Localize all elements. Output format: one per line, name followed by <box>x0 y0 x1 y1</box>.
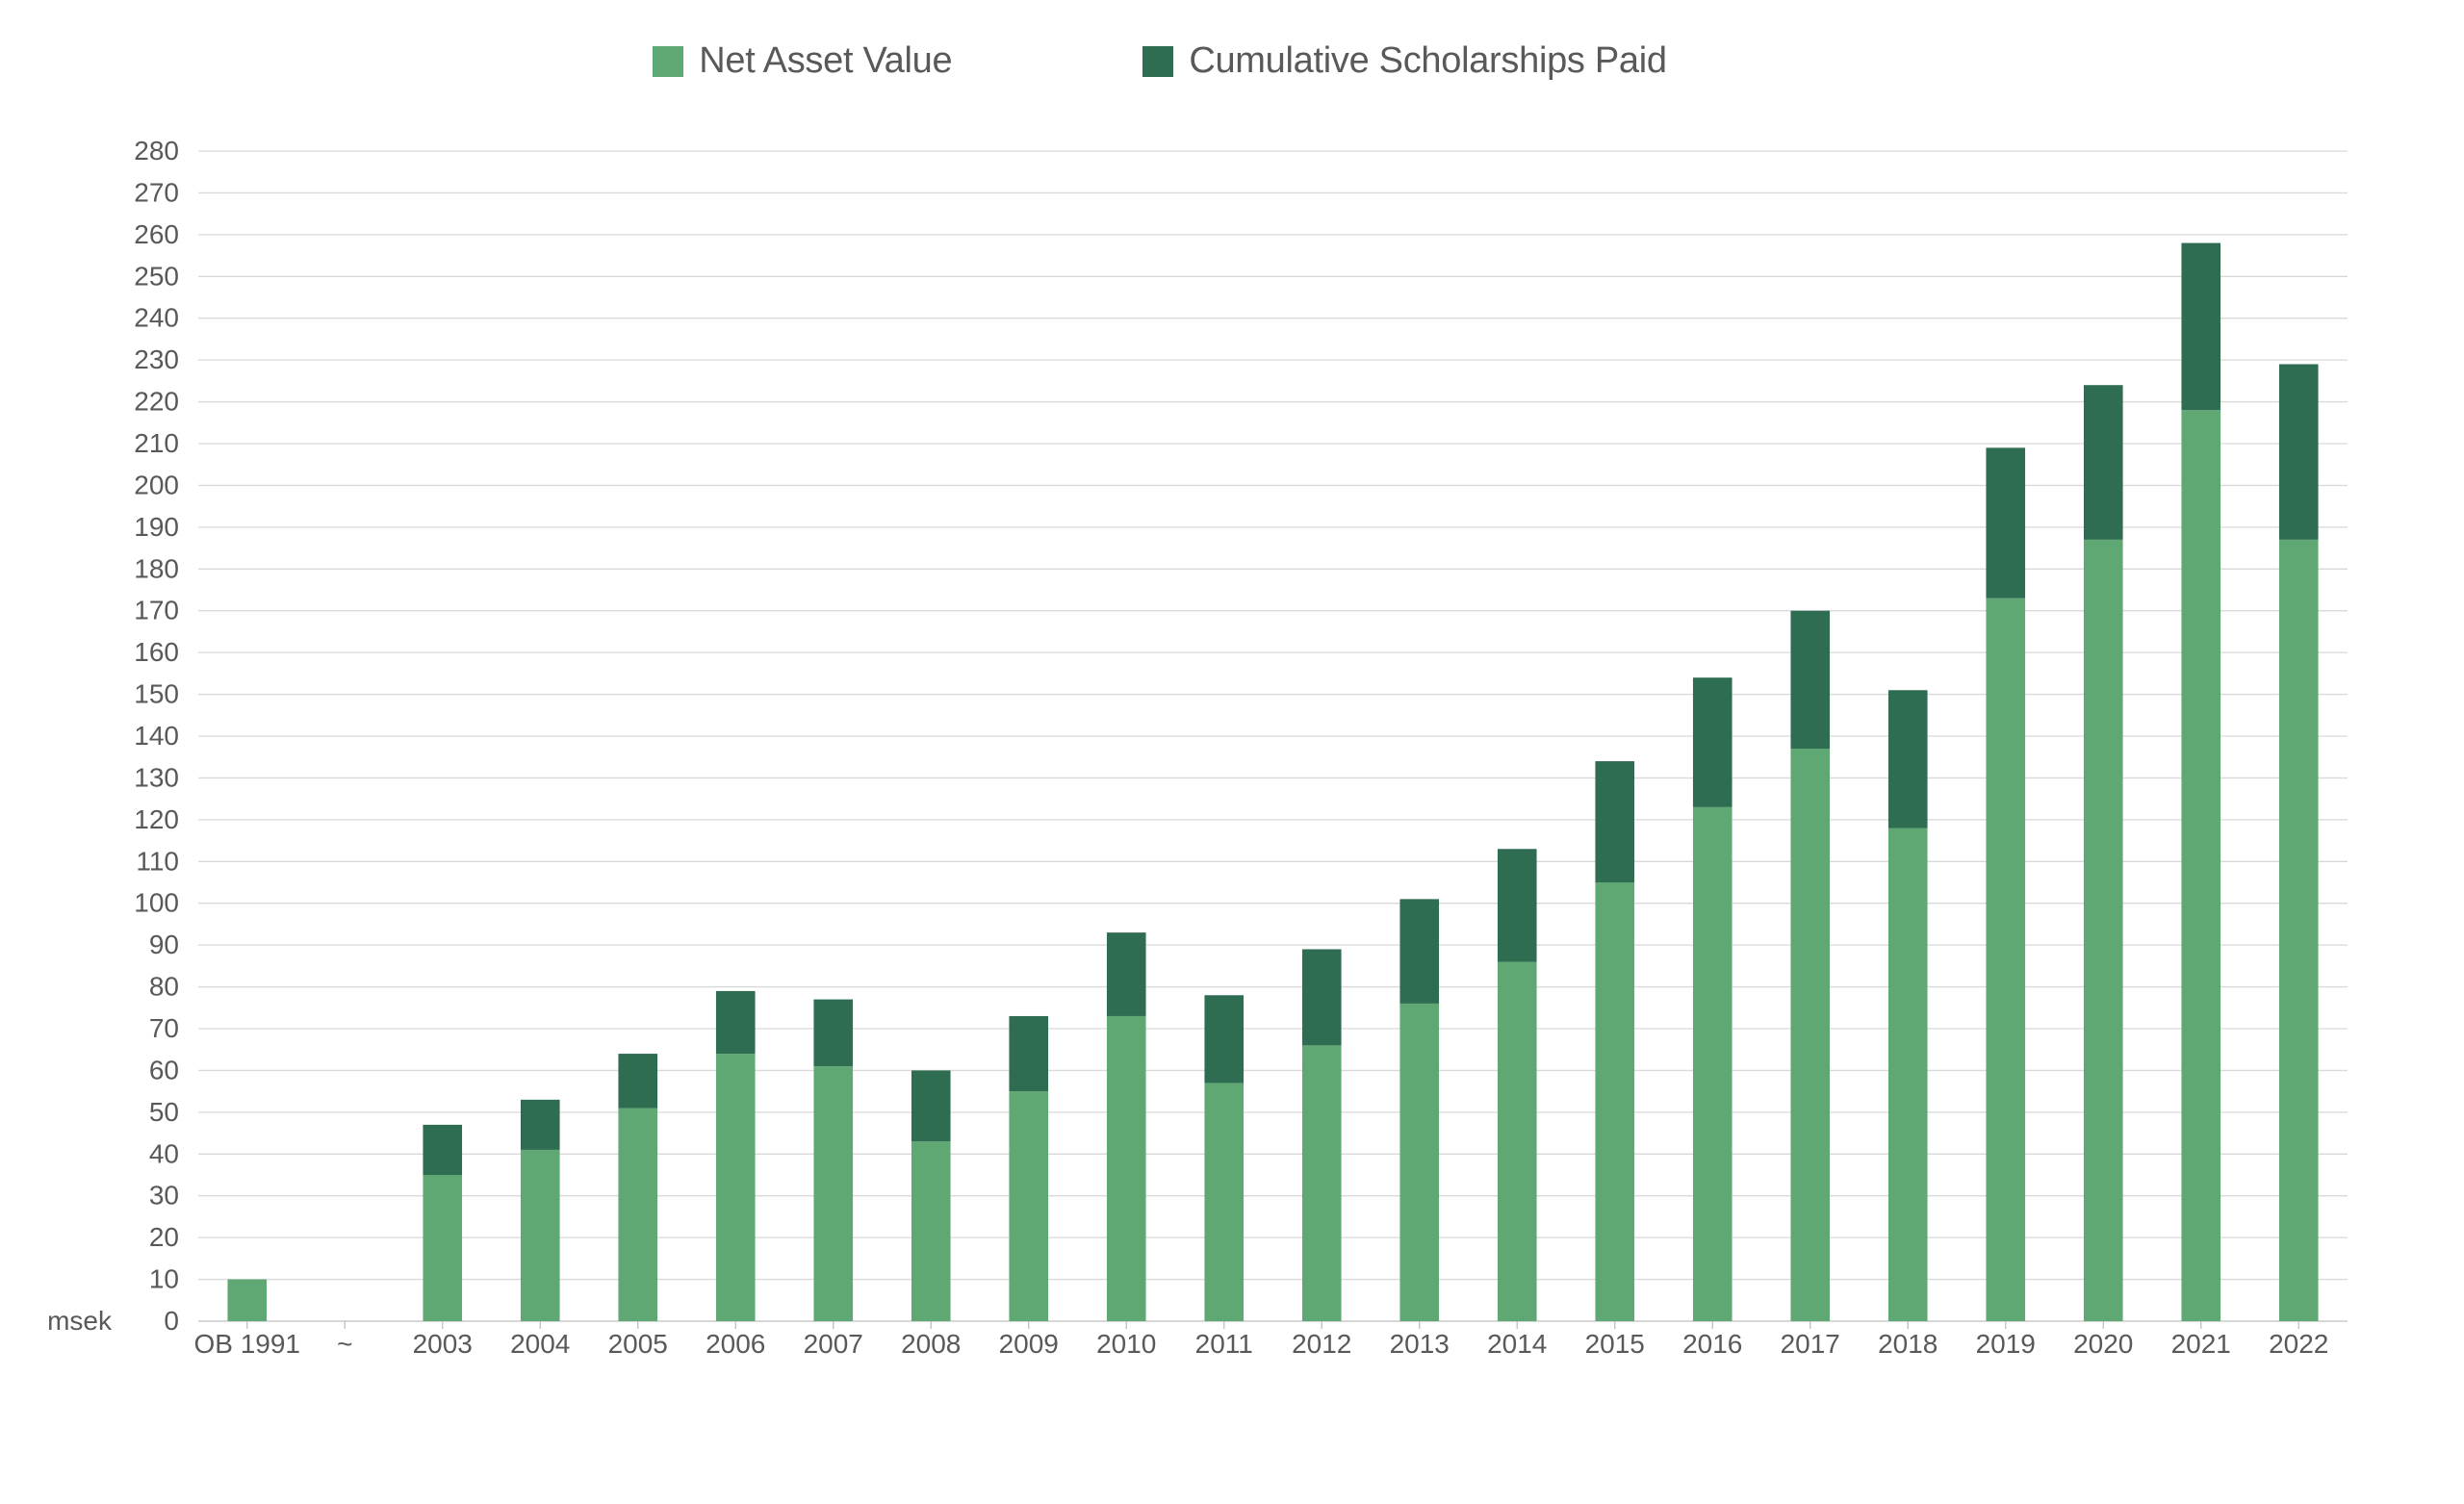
svg-text:210: 210 <box>134 428 179 458</box>
svg-text:90: 90 <box>149 930 179 959</box>
svg-text:2020: 2020 <box>2073 1329 2133 1359</box>
svg-text:80: 80 <box>149 972 179 1002</box>
svg-text:2006: 2006 <box>706 1329 765 1359</box>
svg-text:10: 10 <box>149 1264 179 1294</box>
svg-text:2018: 2018 <box>1878 1329 1938 1359</box>
svg-text:2008: 2008 <box>901 1329 961 1359</box>
svg-text:180: 180 <box>134 553 179 583</box>
svg-text:20: 20 <box>149 1222 179 1252</box>
svg-text:~: ~ <box>337 1329 352 1359</box>
svg-text:170: 170 <box>134 596 179 625</box>
svg-text:30: 30 <box>149 1181 179 1211</box>
svg-text:220: 220 <box>134 387 179 417</box>
svg-text:70: 70 <box>149 1013 179 1043</box>
svg-text:200: 200 <box>134 470 179 499</box>
svg-text:150: 150 <box>134 679 179 709</box>
svg-text:2021: 2021 <box>2171 1329 2231 1359</box>
svg-text:100: 100 <box>134 888 179 918</box>
svg-text:2012: 2012 <box>1292 1329 1351 1359</box>
svg-text:2005: 2005 <box>608 1329 668 1359</box>
svg-text:60: 60 <box>149 1055 179 1084</box>
svg-text:2010: 2010 <box>1096 1329 1156 1359</box>
svg-text:120: 120 <box>134 804 179 834</box>
svg-text:0: 0 <box>164 1306 179 1336</box>
svg-text:230: 230 <box>134 344 179 374</box>
svg-text:190: 190 <box>134 512 179 542</box>
svg-text:280: 280 <box>134 136 179 166</box>
svg-text:50: 50 <box>149 1097 179 1127</box>
svg-text:2014: 2014 <box>1487 1329 1547 1359</box>
svg-text:2017: 2017 <box>1781 1329 1840 1359</box>
svg-text:2004: 2004 <box>510 1329 570 1359</box>
svg-text:2003: 2003 <box>413 1329 473 1359</box>
svg-text:OB 1991: OB 1991 <box>193 1329 300 1359</box>
svg-text:40: 40 <box>149 1138 179 1168</box>
svg-text:130: 130 <box>134 762 179 792</box>
svg-text:160: 160 <box>134 637 179 667</box>
svg-text:2019: 2019 <box>1976 1329 2036 1359</box>
svg-text:2011: 2011 <box>1195 1329 1253 1359</box>
svg-text:msek: msek <box>47 1306 113 1336</box>
svg-text:2007: 2007 <box>804 1329 863 1359</box>
svg-text:250: 250 <box>134 261 179 291</box>
svg-text:2022: 2022 <box>2269 1329 2328 1359</box>
svg-text:140: 140 <box>134 721 179 751</box>
svg-text:2016: 2016 <box>1682 1329 1742 1359</box>
svg-text:2015: 2015 <box>1585 1329 1645 1359</box>
svg-text:270: 270 <box>134 177 179 207</box>
svg-text:240: 240 <box>134 303 179 333</box>
svg-text:2009: 2009 <box>999 1329 1059 1359</box>
svg-text:2013: 2013 <box>1390 1329 1450 1359</box>
svg-text:260: 260 <box>134 219 179 249</box>
svg-text:110: 110 <box>136 846 179 876</box>
